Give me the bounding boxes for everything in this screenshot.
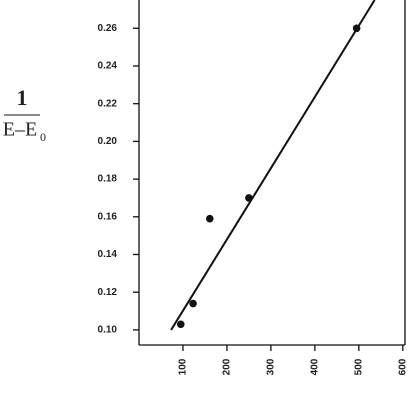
y-tick-label: 0.10: [98, 325, 118, 336]
point: [189, 299, 197, 308]
x-tick-label: 200: [222, 358, 233, 375]
point: [352, 24, 361, 33]
point: [176, 320, 185, 329]
y-label-subscript: 0: [40, 130, 46, 144]
point: [205, 214, 214, 223]
x-tick-label: 100: [178, 358, 189, 375]
y-tick-label: 0.20: [98, 136, 118, 147]
y-tick-label: 0.14: [98, 249, 118, 260]
y-tick-label: 0.22: [98, 98, 118, 109]
x-tick-label: 400: [310, 358, 321, 375]
y-tick-label: 0.12: [98, 287, 118, 298]
x-tick-label: 300: [266, 358, 277, 375]
fit-line: [170, 0, 376, 331]
y-label-denominator: E–E: [3, 119, 37, 141]
y-label-numerator: 1: [17, 85, 28, 110]
point: [245, 194, 253, 202]
y-tick-label: 0.18: [98, 174, 118, 185]
x-tick-label: 500: [353, 358, 364, 375]
y-tick-label: 0.16: [98, 211, 118, 222]
x-tick-label: 600: [397, 358, 408, 375]
y-tick-label: 0.24: [98, 61, 118, 72]
y-tick-label: 0.26: [98, 23, 118, 34]
